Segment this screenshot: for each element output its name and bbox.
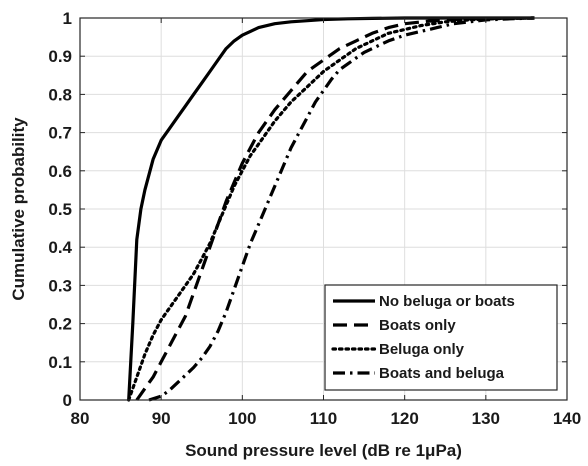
series-line-2 xyxy=(135,16,535,401)
x-tick-label: 80 xyxy=(71,409,90,428)
x-tick-label: 120 xyxy=(390,409,418,428)
series-line-4 xyxy=(148,16,535,402)
x-tick-label: 100 xyxy=(228,409,256,428)
legend-label-4: Boats and beluga xyxy=(379,365,505,382)
x-axis-label: Sound pressure level (dB re 1μPa) xyxy=(185,441,462,460)
legend-label-3: Beluga only xyxy=(379,341,465,358)
x-tick-label: 140 xyxy=(553,409,581,428)
y-axis-tick-labels: 0 0.1 0.2 0.3 0.4 0.5 0.6 0.7 0.8 0.9 1 xyxy=(48,9,72,410)
series-line-1 xyxy=(127,16,535,401)
series-lines xyxy=(127,16,537,402)
y-tick-label: 0.6 xyxy=(48,162,72,181)
legend-label-2: Boats only xyxy=(379,317,456,334)
x-axis-tick-labels: 80 90 100 110 120 130 140 xyxy=(71,409,582,428)
legend: No beluga or boats Boats only Beluga only B… xyxy=(324,284,558,391)
y-tick-label: 0.9 xyxy=(48,47,72,66)
x-tick-label: 90 xyxy=(152,409,171,428)
series-line-3 xyxy=(127,16,537,402)
y-tick-label: 0.1 xyxy=(48,353,72,372)
legend-label-1: No beluga or boats xyxy=(379,293,515,310)
x-tick-label: 130 xyxy=(472,409,500,428)
y-tick-label: 0.3 xyxy=(48,276,72,295)
x-tick-label: 110 xyxy=(310,409,337,428)
axis-ticks xyxy=(79,17,568,401)
y-tick-label: 0.7 xyxy=(48,124,72,143)
y-tick-label: 0.8 xyxy=(48,85,72,104)
y-tick-label: 0.2 xyxy=(48,315,72,334)
y-axis-label: Cumulative probability xyxy=(9,117,28,301)
y-tick-label: 0 xyxy=(63,391,72,410)
y-tick-label: 0.4 xyxy=(48,238,72,257)
y-tick-label: 0.5 xyxy=(48,200,72,219)
y-tick-label: 1 xyxy=(63,9,72,28)
